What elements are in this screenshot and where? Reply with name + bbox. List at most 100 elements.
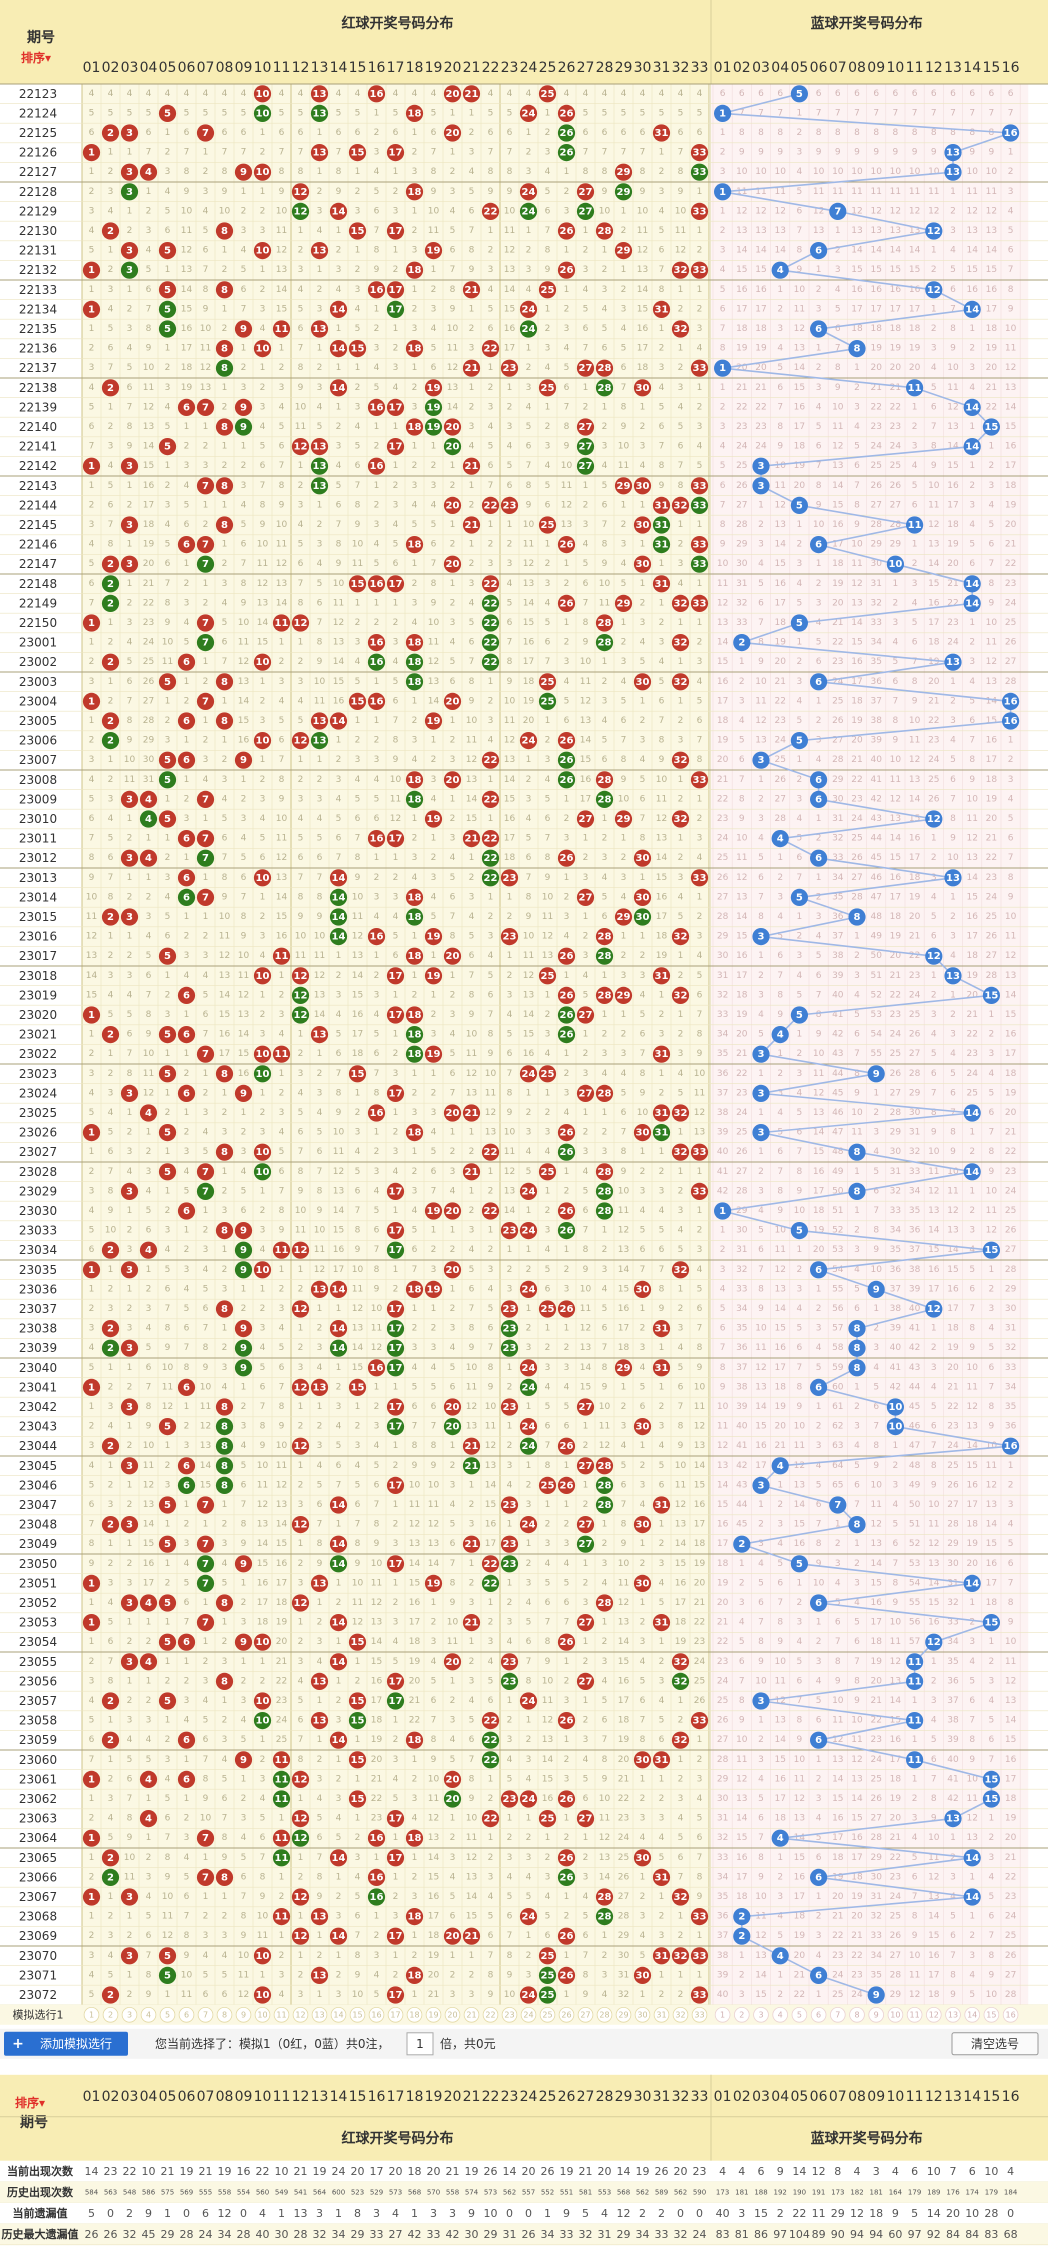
red-ball: 14 bbox=[329, 928, 348, 946]
miss-cell: 10 bbox=[851, 167, 863, 177]
miss-cell: 14 bbox=[736, 246, 748, 256]
miss-cell: 2 bbox=[488, 540, 494, 550]
miss-cell: 6 bbox=[545, 500, 551, 510]
miss-cell: 14 bbox=[257, 1539, 269, 1549]
miss-cell: 27 bbox=[870, 500, 881, 510]
simulate-red-cell[interactable]: 12 bbox=[292, 2007, 309, 2023]
miss-cell: 9 bbox=[336, 187, 342, 197]
miss-cell: 4 bbox=[108, 304, 114, 314]
miss-cell: 3 bbox=[431, 1265, 437, 1275]
period-label: 22127 bbox=[19, 165, 57, 179]
simulate-red-cell[interactable]: 17 bbox=[387, 2007, 404, 2023]
miss-cell: 16 bbox=[966, 912, 978, 922]
miss-cell: 8 bbox=[893, 716, 899, 726]
miss-cell: 25 bbox=[870, 461, 881, 471]
red-ball: 18 bbox=[405, 1280, 424, 1298]
simulate-red-cell[interactable]: 22 bbox=[482, 2007, 499, 2023]
simulate-red-cell[interactable]: 15 bbox=[349, 2007, 366, 2023]
simulate-red-cell[interactable]: 7 bbox=[197, 2007, 214, 2023]
blue-ball: 15 bbox=[982, 1241, 1001, 1259]
miss-cell: 8 bbox=[758, 638, 764, 648]
simulate-red-cell[interactable]: 4 bbox=[140, 2007, 157, 2023]
miss-cell: 56 bbox=[909, 1618, 921, 1628]
simulate-red-cell[interactable]: 28 bbox=[596, 2007, 613, 2023]
miss-cell: 41 bbox=[870, 775, 881, 785]
miss-cell: 1 bbox=[89, 481, 95, 491]
simulate-red-cell[interactable]: 27 bbox=[577, 2007, 594, 2023]
miss-cell: 2 bbox=[184, 1520, 190, 1530]
simulate-red-cell[interactable]: 10 bbox=[254, 2007, 271, 2023]
simulate-red-cell[interactable]: 29 bbox=[615, 2007, 632, 2023]
miss-cell: 7 bbox=[469, 657, 475, 667]
simulate-blue-cell[interactable]: 1 bbox=[714, 2007, 731, 2023]
simulate-red-cell[interactable]: 26 bbox=[558, 2007, 575, 2023]
simulate-red-cell[interactable]: 11 bbox=[273, 2007, 290, 2023]
simulate-red-cell[interactable]: 23 bbox=[501, 2007, 518, 2023]
miss-cell: 7 bbox=[893, 1559, 899, 1569]
miss-cell: 11 bbox=[485, 1422, 496, 1432]
simulate-red-cell[interactable]: 3 bbox=[121, 2007, 138, 2023]
red-ball: 22 bbox=[481, 575, 500, 593]
miss-cell: 3 bbox=[203, 1108, 209, 1118]
simulate-blue-cell[interactable]: 2 bbox=[733, 2007, 750, 2023]
miss-cell: 1 bbox=[184, 1794, 190, 1804]
miss-cell: 15 bbox=[257, 1559, 268, 1569]
miss-cell: 13 bbox=[333, 638, 344, 648]
miss-cell: 6 bbox=[526, 1637, 532, 1647]
miss-cell: 2 bbox=[298, 1284, 304, 1294]
miss-cell: 1 bbox=[298, 1461, 304, 1471]
miss-cell: 1 bbox=[412, 1990, 418, 2000]
simulate-red-cell[interactable]: 9 bbox=[235, 2007, 252, 2023]
miss-cell: 5 bbox=[797, 598, 803, 608]
miss-cell: 30 bbox=[909, 1108, 921, 1118]
miss-cell: 2 bbox=[260, 1676, 266, 1686]
miss-cell: 27 bbox=[618, 1892, 629, 1902]
miss-cell: 5 bbox=[659, 1226, 665, 1236]
miss-cell: 1 bbox=[931, 1657, 937, 1667]
simulate-red-cell[interactable]: 24 bbox=[520, 2007, 537, 2023]
miss-cell: 2 bbox=[969, 1206, 975, 1216]
miss-cell: 41 bbox=[717, 1167, 728, 1177]
simulate-red-cell[interactable]: 33 bbox=[691, 2007, 708, 2023]
simulate-red-cell[interactable]: 21 bbox=[463, 2007, 480, 2023]
simulate-red-cell[interactable]: 32 bbox=[672, 2007, 689, 2023]
red-ball: 11 bbox=[272, 1908, 291, 1926]
miss-cell: 13 bbox=[870, 1539, 881, 1549]
simulate-red-cell[interactable]: 30 bbox=[634, 2007, 651, 2023]
simulate-red-cell[interactable]: 14 bbox=[330, 2007, 347, 2023]
simulate-red-cell[interactable]: 25 bbox=[539, 2007, 556, 2023]
simulate-red-cell[interactable]: 20 bbox=[444, 2007, 461, 2023]
miss-cell: 15 bbox=[675, 1559, 686, 1569]
simulate-red-cell[interactable]: 13 bbox=[311, 2007, 328, 2023]
miss-cell: 10 bbox=[238, 951, 250, 961]
simulate-red-cell[interactable]: 19 bbox=[425, 2007, 442, 2023]
simulate-red-cell[interactable]: 8 bbox=[216, 2007, 233, 2023]
simulate-red-cell[interactable]: 5 bbox=[159, 2007, 176, 2023]
period-label: 22129 bbox=[19, 204, 57, 218]
miss-cell: 14 bbox=[276, 598, 288, 608]
miss-cell: 9 bbox=[893, 736, 899, 746]
miss-cell: 4 bbox=[431, 1128, 437, 1138]
miss-cell: 7 bbox=[431, 1186, 437, 1196]
miss-cell: 2 bbox=[526, 1265, 532, 1275]
period-label: 23023 bbox=[19, 1067, 57, 1081]
red-ball: 2 bbox=[101, 1320, 120, 1338]
red-ball: 24 bbox=[519, 300, 538, 318]
simulate-red-cell[interactable]: 18 bbox=[406, 2007, 423, 2023]
simulate-red-cell[interactable]: 16 bbox=[368, 2007, 385, 2023]
simulate-red-cell[interactable]: 1 bbox=[83, 2007, 100, 2023]
miss-cell: 6 bbox=[108, 853, 114, 863]
miss-cell: 1 bbox=[108, 1049, 114, 1059]
miss-cell: 10 bbox=[561, 461, 573, 471]
miss-cell: 8 bbox=[893, 128, 899, 138]
miss-cell: 1 bbox=[488, 363, 494, 373]
miss-cell: 10 bbox=[276, 206, 288, 216]
simulate-red-cell[interactable]: 31 bbox=[653, 2007, 670, 2023]
miss-cell: 4 bbox=[241, 1441, 247, 1451]
miss-cell: 31 bbox=[736, 1245, 747, 1255]
simulate-red-cell[interactable]: 2 bbox=[102, 2007, 119, 2023]
miss-cell: 9 bbox=[989, 1422, 995, 1432]
miss-cell: 14 bbox=[928, 1226, 940, 1236]
simulate-red-cell[interactable]: 6 bbox=[178, 2007, 195, 2023]
miss-cell: 6 bbox=[640, 1030, 646, 1040]
